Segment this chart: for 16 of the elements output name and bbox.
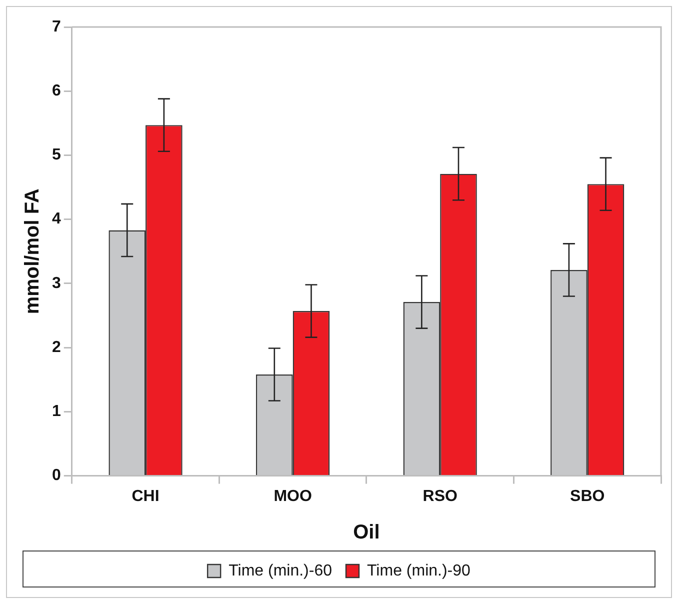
y-tick-label: 2 [52,338,61,356]
x-tick-label: SBO [570,488,605,505]
x-tick-label: MOO [274,488,312,505]
y-tick-label: 6 [52,82,61,100]
y-tick-label: 3 [52,274,61,292]
legend-label: Time (min.)-60 [228,562,332,580]
x-tick-label: CHI [132,488,160,505]
y-tick-label: 4 [52,210,61,228]
y-tick-label: 5 [52,146,61,164]
y-tick-label: 7 [52,18,61,36]
x-axis-title: Oil [353,522,380,544]
y-tick-label: 0 [52,467,61,484]
y-tick-label: 1 [52,403,61,420]
y-axis-title: mmol/mol FA [22,188,44,314]
x-tick-label: RSO [422,488,458,505]
legend-label: Time (min.)-90 [367,562,471,580]
